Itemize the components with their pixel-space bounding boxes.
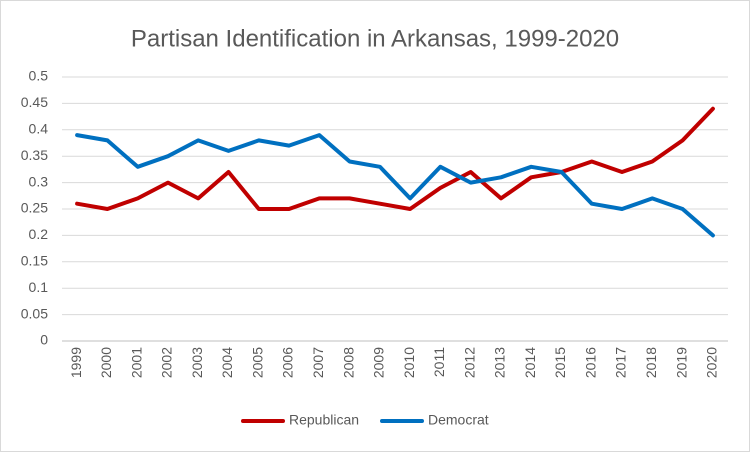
x-tick-label: 2016 — [582, 347, 598, 378]
y-tick-label: 0.3 — [29, 173, 49, 189]
x-tick-label: 2018 — [643, 347, 659, 378]
y-tick-label: 0.2 — [29, 226, 49, 242]
x-tick-label: 2015 — [552, 347, 568, 378]
y-tick-label: 0.05 — [21, 305, 48, 321]
x-tick-label: 2006 — [280, 347, 296, 378]
x-tick-label: 2010 — [401, 347, 417, 378]
x-tick-label: 2000 — [98, 347, 114, 378]
x-tick-label: 2013 — [492, 347, 508, 378]
y-tick-label: 0.4 — [29, 121, 49, 137]
y-tick-label: 0.1 — [29, 279, 49, 295]
y-tick-label: 0.5 — [29, 68, 49, 84]
x-tick-label: 2011 — [431, 347, 447, 377]
line-series — [75, 133, 715, 238]
x-tick-label: 2008 — [340, 347, 356, 378]
x-tick-label: 2009 — [371, 347, 387, 378]
x-tick-label: 2017 — [613, 347, 629, 378]
x-tick-label: 2005 — [249, 347, 265, 378]
x-tick-label: 2012 — [461, 347, 477, 378]
x-tick-label: 2007 — [310, 347, 326, 378]
y-tick-label: 0.25 — [21, 200, 48, 216]
chart-title: Partisan Identification in Arkansas, 199… — [131, 25, 619, 52]
line-series — [75, 106, 715, 211]
x-tick-label: 2002 — [159, 347, 175, 378]
x-tick-label: 2019 — [673, 347, 689, 378]
x-tick-label: 2004 — [219, 347, 235, 378]
x-tick-label: 2014 — [522, 347, 538, 378]
y-tick-label: 0 — [40, 332, 48, 348]
x-tick-label: 2003 — [189, 347, 205, 378]
legend-label: Republican — [289, 412, 359, 428]
x-tick-label: 2001 — [128, 347, 144, 378]
y-tick-label: 0.15 — [21, 253, 48, 269]
y-tick-label: 0.35 — [21, 147, 48, 163]
x-tick-label: 2020 — [704, 347, 720, 378]
legend-label: Democrat — [428, 412, 489, 428]
x-tick-label: 1999 — [68, 347, 84, 378]
y-tick-label: 0.45 — [21, 94, 48, 110]
